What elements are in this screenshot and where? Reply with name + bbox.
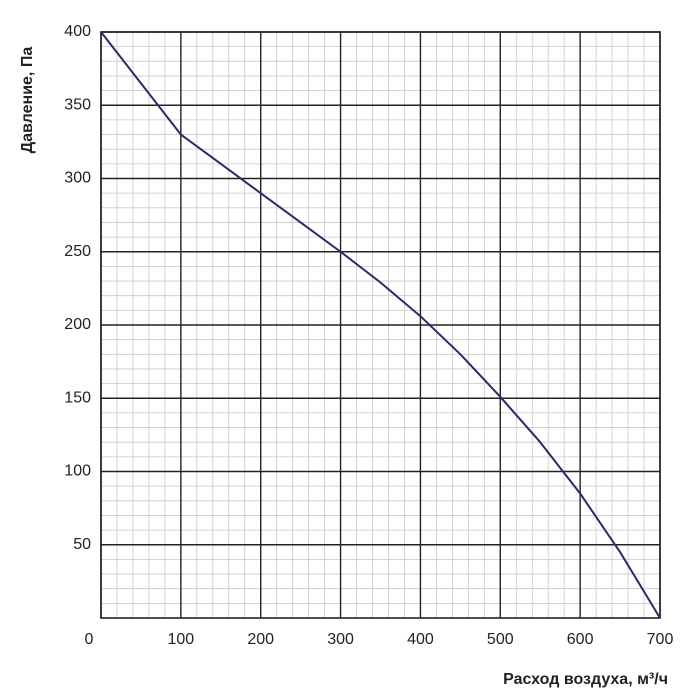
y-tick-label: 50 [73, 536, 91, 553]
x-tick-label: 200 [247, 631, 274, 648]
x-tick-label: 300 [327, 631, 354, 648]
x-tick-label: 400 [407, 631, 434, 648]
x-tick-label: 100 [168, 631, 195, 648]
x-axis-label: Расход воздуха, м³/ч [503, 671, 668, 688]
x-tick-label: 700 [647, 631, 674, 648]
plot-frame [100, 31, 661, 619]
y-tick-label: 400 [64, 23, 91, 40]
x-tick-label: 0 [85, 631, 94, 648]
curve [100, 31, 661, 619]
y-tick-label: 300 [64, 170, 91, 187]
x-tick-label: 600 [567, 631, 594, 648]
y-tick-label: 200 [64, 316, 91, 333]
y-tick-label: 250 [64, 243, 91, 260]
y-tick-label: 350 [64, 96, 91, 113]
x-tick-label: 500 [487, 631, 514, 648]
y-tick-label: 100 [64, 463, 91, 480]
y-tick-label: 150 [64, 389, 91, 406]
y-axis-label: Давление, Па [19, 47, 36, 154]
